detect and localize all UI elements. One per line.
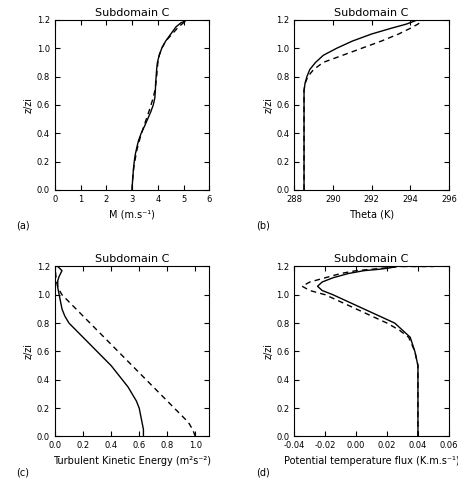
Title: Subdomain C: Subdomain C: [334, 7, 409, 18]
Y-axis label: z/zi: z/zi: [24, 343, 34, 360]
Y-axis label: z/zi: z/zi: [263, 343, 273, 360]
Y-axis label: z/zi: z/zi: [24, 97, 34, 113]
Text: (a): (a): [16, 221, 30, 231]
X-axis label: M (m.s⁻¹): M (m.s⁻¹): [109, 209, 155, 219]
Y-axis label: z/zi: z/zi: [263, 97, 273, 113]
Title: Subdomain C: Subdomain C: [95, 254, 169, 264]
Title: Subdomain C: Subdomain C: [334, 254, 409, 264]
X-axis label: Turbulent Kinetic Energy (m²s⁻²): Turbulent Kinetic Energy (m²s⁻²): [53, 456, 211, 466]
X-axis label: Theta (K): Theta (K): [349, 209, 394, 219]
Title: Subdomain C: Subdomain C: [95, 7, 169, 18]
Text: (d): (d): [256, 467, 269, 477]
X-axis label: Potential temperature flux (K.m.s⁻¹): Potential temperature flux (K.m.s⁻¹): [284, 456, 458, 466]
Text: (b): (b): [256, 221, 270, 231]
Text: (c): (c): [16, 467, 29, 477]
